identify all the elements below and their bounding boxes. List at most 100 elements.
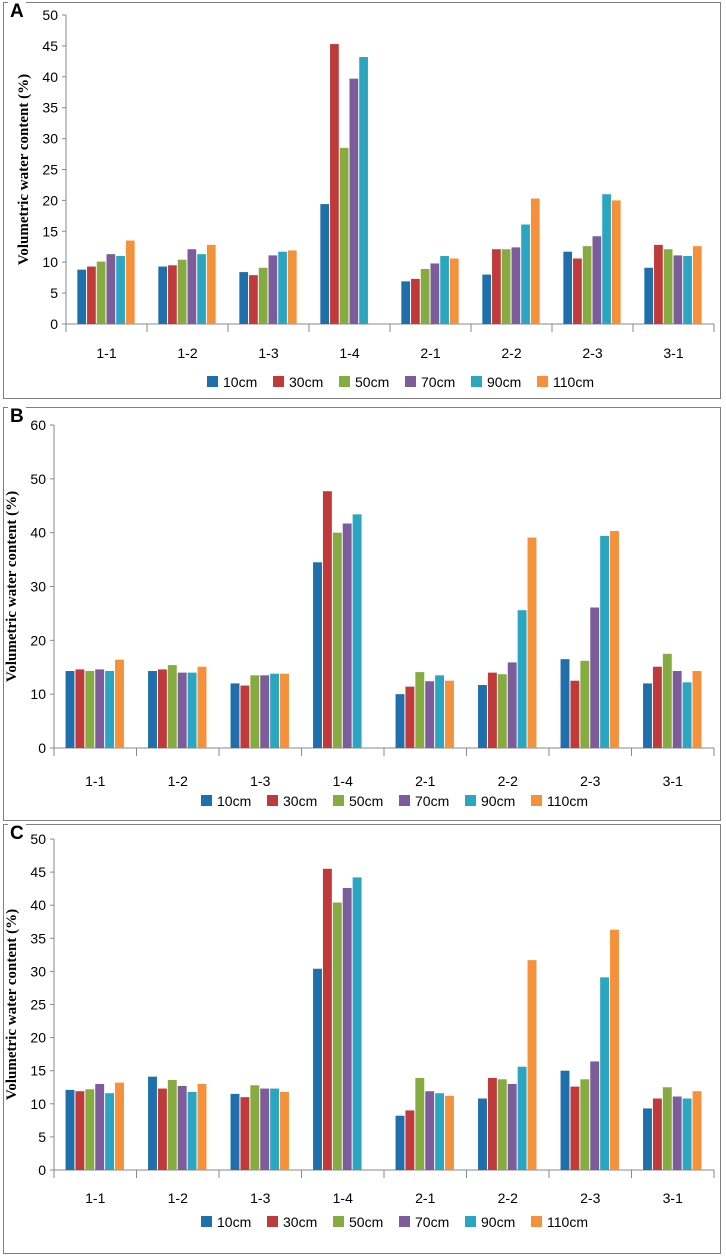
legend-label-70cm: 70cm (415, 1214, 449, 1230)
category-label: 1-4 (333, 773, 353, 789)
bar-90cm-2-3 (600, 535, 610, 748)
bar-110cm-2-3 (610, 929, 619, 1170)
bar-90cm-2-2 (521, 224, 530, 324)
legend-swatch-30cm (267, 795, 278, 806)
bar-30cm-2-2 (492, 249, 501, 324)
bar-10cm-1-2 (148, 671, 157, 748)
y-axis-label: Volumetric water content (%) (16, 74, 32, 265)
bar-10cm-2-2 (478, 1098, 487, 1170)
y-tick-label: 30 (42, 131, 58, 147)
chart-c-svg: 0 5 10 15 20 25 30 35 40 45 50 Volumetric water con… (4, 831, 715, 1230)
category-label: 1-4 (339, 345, 359, 361)
bar-10cm-3-1 (644, 267, 654, 324)
y-tick-label: 50 (30, 831, 46, 847)
bar-10cm-2-1 (395, 1115, 405, 1170)
y-tick-label: 5 (38, 1129, 46, 1145)
bar-90cm-3-1 (682, 682, 692, 748)
bar-110cm-3-1 (692, 246, 702, 324)
bar-110cm-2-1 (449, 258, 459, 324)
bar-30cm-2-3 (570, 680, 580, 748)
category-label: 1-3 (258, 345, 278, 361)
bar-110cm-2-3 (610, 531, 619, 748)
bar-50cm-2-1 (415, 1077, 425, 1170)
bar-10cm-1-2 (148, 1076, 157, 1170)
bar-50cm-1-2 (167, 1079, 177, 1170)
y-tick-label: 20 (42, 192, 58, 208)
y-tick-label: 50 (30, 471, 46, 487)
bar-50cm-1-4 (332, 902, 342, 1170)
y-tick-label: 30 (30, 579, 46, 595)
bar-110cm-3-1 (692, 671, 702, 748)
bar-90cm-2-3 (602, 194, 611, 324)
legend-label-110cm: 110cm (553, 374, 594, 390)
bar-30cm-1-2 (157, 1088, 167, 1170)
category-label: 1-1 (85, 773, 105, 789)
legend-swatch-50cm (333, 795, 344, 806)
legend-label-70cm: 70cm (421, 374, 455, 390)
category-label: 1-3 (250, 1190, 270, 1206)
legend-swatch-110cm (537, 376, 548, 387)
y-tick-label: 40 (30, 897, 46, 913)
bar-70cm-3-1 (672, 671, 682, 748)
bar-110cm-1-1 (115, 1082, 124, 1170)
legend-label-10cm: 10cm (217, 793, 251, 809)
category-label: 1-3 (250, 773, 270, 789)
legend-swatch-90cm (465, 795, 476, 806)
bar-70cm-1-4 (342, 523, 352, 748)
y-tick-label: 60 (30, 417, 46, 433)
legend-label-110cm: 110cm (547, 793, 588, 809)
bar-70cm-1-3 (260, 675, 270, 748)
legend-label-30cm: 30cm (289, 374, 323, 390)
bar-70cm-2-1 (425, 1091, 435, 1170)
panel-label-b: B (8, 406, 26, 427)
legend-label-10cm: 10cm (217, 1214, 251, 1230)
bar-30cm-1-1 (87, 266, 96, 324)
y-tick-label: 25 (42, 162, 58, 178)
bar-90cm-2-1 (440, 256, 449, 324)
bar-90cm-1-4 (352, 514, 362, 748)
category-label: 1-4 (333, 1190, 353, 1206)
category-label: 2-2 (498, 773, 518, 789)
bar-90cm-2-3 (600, 977, 610, 1170)
legend-swatch-90cm (465, 1216, 476, 1227)
category-label: 2-1 (420, 345, 440, 361)
bar-10cm-2-3 (560, 659, 570, 748)
bar-70cm-1-1 (95, 1083, 105, 1170)
bar-110cm-1-3 (287, 250, 297, 324)
bar-50cm-1-4 (339, 147, 349, 324)
y-tick-label: 10 (42, 254, 58, 270)
category-label: 1-1 (96, 345, 116, 361)
bar-30cm-2-2 (487, 1077, 497, 1170)
bar-10cm-1-3 (239, 272, 249, 324)
bar-10cm-2-2 (482, 274, 492, 324)
legend-label-50cm: 50cm (349, 793, 383, 809)
y-tick-label: 10 (30, 1096, 46, 1112)
legend-swatch-50cm (339, 376, 350, 387)
bar-10cm-1-4 (313, 562, 322, 748)
legend-swatch-30cm (267, 1216, 278, 1227)
y-axis-label: Volumetric water content (%) (4, 491, 20, 682)
category-label: 1-2 (168, 1190, 188, 1206)
bar-90cm-1-1 (116, 256, 125, 324)
bar-90cm-1-3 (270, 673, 280, 748)
bar-30cm-2-1 (405, 1110, 415, 1170)
y-tick-label: 25 (30, 997, 46, 1013)
bar-70cm-1-1 (106, 254, 116, 324)
bar-30cm-1-3 (240, 685, 250, 748)
bar-110cm-2-3 (611, 200, 621, 324)
bar-110cm-2-2 (527, 537, 537, 748)
bar-50cm-1-2 (177, 259, 187, 324)
bar-50cm-3-1 (662, 653, 672, 748)
bar-70cm-2-1 (430, 263, 440, 324)
bar-50cm-2-3 (580, 1079, 590, 1170)
bar-50cm-1-2 (167, 665, 177, 748)
bar-50cm-2-3 (580, 660, 590, 748)
bar-70cm-1-4 (349, 78, 359, 325)
legend-swatch-10cm (201, 795, 212, 806)
category-label: 2-3 (580, 1190, 600, 1206)
bar-90cm-1-4 (352, 877, 362, 1170)
bar-70cm-2-1 (425, 681, 435, 748)
bar-110cm-1-2 (197, 666, 207, 748)
bar-10cm-1-4 (320, 204, 330, 324)
panel-label-a: A (8, 1, 26, 22)
